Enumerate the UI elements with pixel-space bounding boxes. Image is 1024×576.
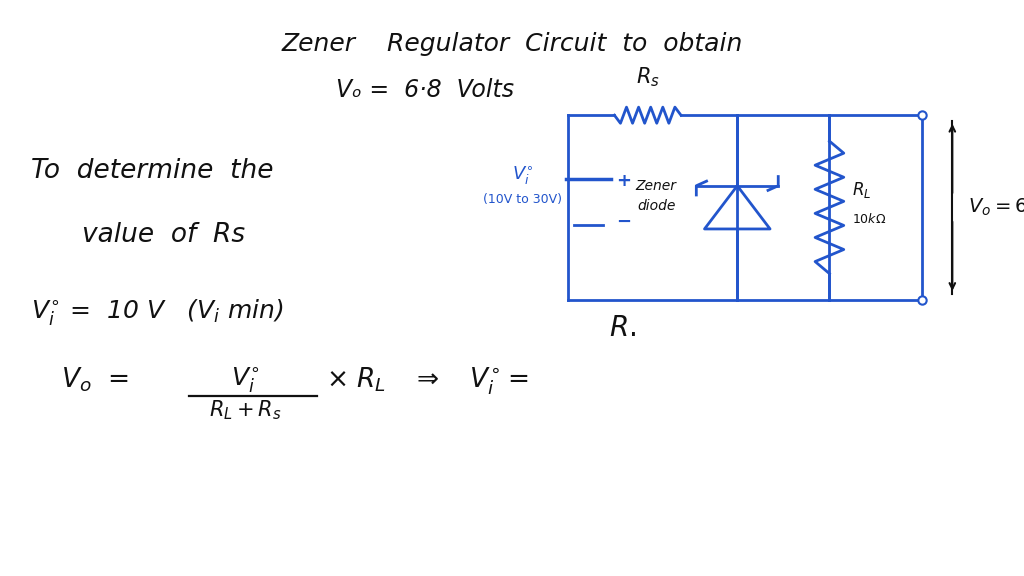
Text: Zener
diode: Zener diode: [635, 179, 676, 213]
Text: −: −: [616, 213, 632, 231]
Text: $R_L$: $R_L$: [852, 180, 871, 200]
Text: +: +: [616, 172, 632, 191]
Text: $R.$: $R.$: [609, 314, 637, 342]
Text: $R_s$: $R_s$: [636, 66, 659, 89]
Text: Vₒ =  6·8  Volts: Vₒ = 6·8 Volts: [336, 78, 514, 102]
Text: value  of  Rs: value of Rs: [82, 222, 245, 248]
Text: $R_L + R_s$: $R_L + R_s$: [210, 399, 282, 422]
Text: $V_i^{\circ}$: $V_i^{\circ}$: [231, 366, 260, 395]
Text: $V_i^{\circ}$: $V_i^{\circ}$: [512, 164, 532, 187]
Text: $10k\Omega$: $10k\Omega$: [852, 212, 886, 226]
Text: To  determine  the: To determine the: [31, 158, 273, 184]
Text: (10V to 30V): (10V to 30V): [482, 193, 562, 206]
Text: Zener    Regulator  Circuit  to  obtain: Zener Regulator Circuit to obtain: [282, 32, 742, 56]
Text: $\times \ R_L \quad \Rightarrow \quad V_i^{\circ} =$: $\times \ R_L \quad \Rightarrow \quad V_…: [326, 366, 528, 397]
Text: $V_o$  =: $V_o$ =: [61, 366, 130, 394]
Text: $V_o = 6{\cdot}8\,V$: $V_o = 6{\cdot}8\,V$: [968, 197, 1024, 218]
Text: $V_i^{\circ}$ =  10 V   ($V_i$ min): $V_i^{\circ}$ = 10 V ($V_i$ min): [31, 297, 284, 327]
